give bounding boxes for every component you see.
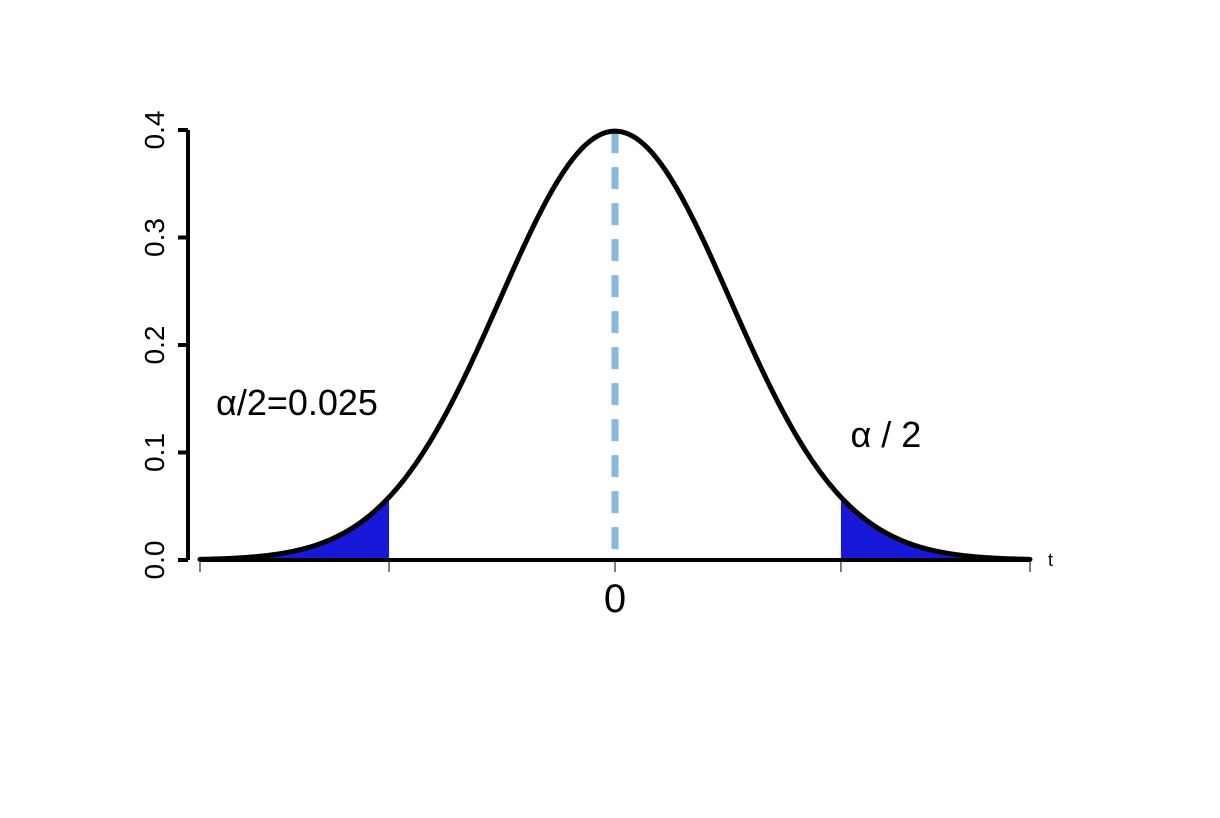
y-tick-label: 0.4 bbox=[139, 111, 170, 150]
right-alpha-label: α / 2 bbox=[850, 414, 921, 455]
x-zero-label: 0 bbox=[604, 577, 626, 621]
distribution-chart: 0 t 0.0 0.1 0.2 0.3 0.4 α/2=0.025 α / 2 bbox=[0, 0, 1220, 818]
x-axis-title: t bbox=[1048, 550, 1053, 570]
y-tick-label: 0.1 bbox=[139, 433, 170, 472]
chart-container: 0 t 0.0 0.1 0.2 0.3 0.4 α/2=0.025 α / 2 bbox=[0, 0, 1220, 818]
y-tick-label: 0.2 bbox=[139, 326, 170, 365]
left-alpha-label: α/2=0.025 bbox=[216, 382, 378, 423]
y-tick-label: 0.0 bbox=[139, 541, 170, 580]
y-tick-label: 0.3 bbox=[139, 218, 170, 257]
